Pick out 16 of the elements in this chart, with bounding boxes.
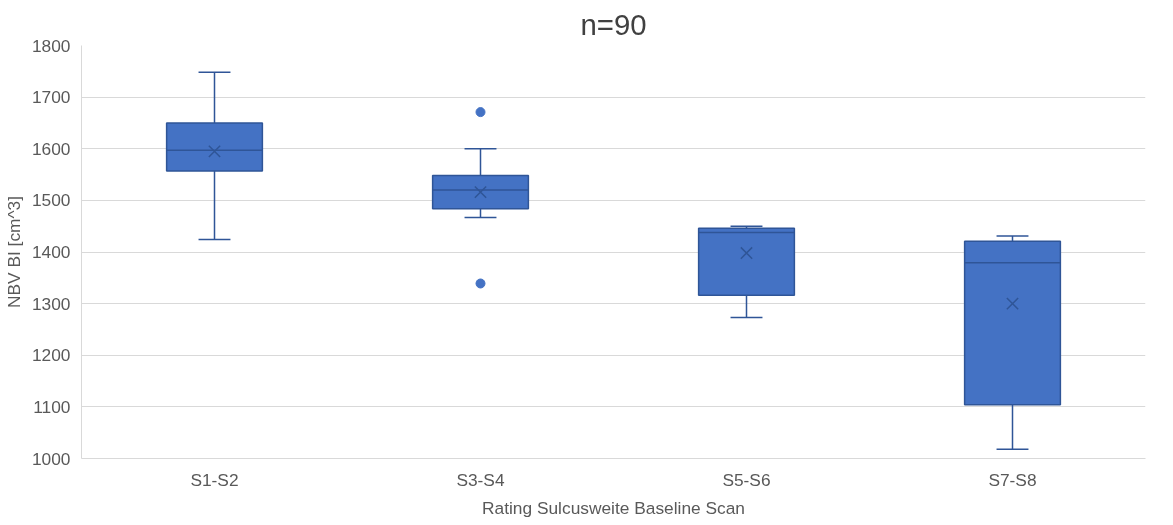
x-tick-label: S3-S4 xyxy=(456,469,505,490)
y-tick-label: 1100 xyxy=(33,396,71,417)
x-tick-label: S1-S2 xyxy=(190,469,239,490)
y-tick-label: 1700 xyxy=(31,87,71,108)
y-axis-title: NBV BI [cm^3] xyxy=(3,195,24,309)
x-tick-label: S7-S8 xyxy=(988,469,1037,490)
y-tick-label: 1800 xyxy=(31,35,71,56)
x-axis-title: Rating Sulcusweite Baseline Scan xyxy=(482,497,745,518)
y-tick-label: 1600 xyxy=(31,138,71,159)
x-tick-label: S5-S6 xyxy=(722,469,771,490)
y-tick-label: 1300 xyxy=(31,293,71,314)
y-tick-label: 1000 xyxy=(31,448,71,469)
y-tick-label: 1500 xyxy=(31,190,71,211)
y-tick-label: 1200 xyxy=(31,345,71,366)
y-tick-label: 1400 xyxy=(31,242,71,262)
chart-title: n=90 xyxy=(580,7,647,41)
